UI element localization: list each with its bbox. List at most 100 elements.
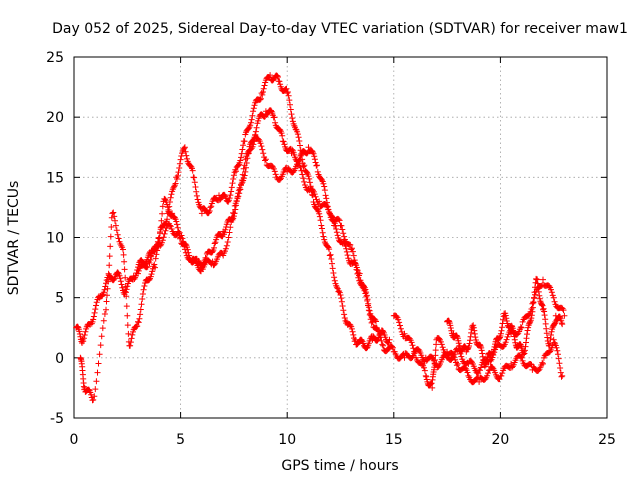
y-tick-label: 25 xyxy=(46,50,64,66)
data-point xyxy=(146,260,153,266)
data-point xyxy=(338,298,345,305)
data-point xyxy=(110,276,117,283)
data-point xyxy=(104,285,111,292)
data-point xyxy=(123,293,130,300)
data-point xyxy=(530,299,537,306)
data-point xyxy=(349,328,356,335)
data-point xyxy=(288,111,295,118)
data-point xyxy=(300,163,307,170)
data-point xyxy=(510,330,517,337)
data-point xyxy=(225,234,232,241)
data-point xyxy=(380,342,387,349)
data-point xyxy=(285,92,292,99)
data-point xyxy=(421,364,427,371)
data-point xyxy=(333,284,340,291)
data-point xyxy=(337,292,344,298)
data-point xyxy=(476,378,483,385)
data-point xyxy=(238,150,245,157)
data-point xyxy=(135,270,141,277)
data-point xyxy=(309,148,316,155)
data-point xyxy=(226,195,233,202)
data-point xyxy=(334,232,341,239)
data-point xyxy=(107,233,114,240)
data-point xyxy=(306,175,313,182)
data-point xyxy=(181,145,188,152)
data-point xyxy=(319,225,325,232)
data-point xyxy=(325,206,332,213)
data-point xyxy=(235,162,242,169)
data-point xyxy=(121,266,128,273)
data-point xyxy=(105,270,112,277)
data-point xyxy=(328,256,335,262)
data-point xyxy=(238,154,244,161)
data-point xyxy=(162,196,168,203)
axis-ticks: 0 5 10 15 20 25 -5 0 5 10 15 20 25 xyxy=(46,50,616,448)
data-point xyxy=(554,347,561,354)
data-point xyxy=(167,194,174,201)
data-point xyxy=(177,156,184,163)
data-point xyxy=(81,332,88,338)
data-point xyxy=(241,138,248,145)
data-point xyxy=(489,364,496,371)
y-tick-label: 15 xyxy=(46,170,64,186)
data-point xyxy=(135,319,142,326)
data-point xyxy=(207,204,214,211)
data-point xyxy=(557,369,564,376)
data-point xyxy=(159,210,166,217)
data-point xyxy=(157,230,163,237)
data-point xyxy=(311,191,318,198)
data-point xyxy=(91,309,98,316)
data-point xyxy=(477,342,484,348)
data-point xyxy=(396,319,403,326)
data-point xyxy=(106,253,113,260)
data-point xyxy=(240,165,247,172)
data-point xyxy=(248,119,254,126)
x-axis-label: GPS time / hours xyxy=(281,458,398,474)
data-point xyxy=(286,97,293,104)
data-point xyxy=(477,364,484,371)
data-point xyxy=(483,359,490,366)
data-point xyxy=(242,156,249,163)
data-point xyxy=(91,393,98,400)
data-point xyxy=(260,150,267,157)
data-point xyxy=(252,128,259,135)
data-point xyxy=(105,278,112,285)
data-point xyxy=(304,169,311,176)
data-point xyxy=(122,283,129,290)
x-tick-label: 25 xyxy=(598,432,616,448)
data-point xyxy=(341,233,348,240)
data-point xyxy=(350,252,357,259)
data-point xyxy=(551,298,558,305)
data-point xyxy=(175,169,182,176)
data-point xyxy=(546,342,553,349)
data-point xyxy=(363,293,370,300)
data-point xyxy=(253,124,260,131)
data-point xyxy=(352,261,359,268)
data-point xyxy=(115,269,122,276)
data-point xyxy=(257,95,264,102)
data-point xyxy=(559,321,566,328)
data-point xyxy=(118,281,125,288)
data-point xyxy=(161,230,168,237)
data-point xyxy=(159,237,166,244)
data-point xyxy=(221,192,228,199)
data-point xyxy=(311,153,318,160)
data-point xyxy=(162,227,169,234)
data-point xyxy=(326,246,333,253)
y-tick-label: 10 xyxy=(46,231,64,247)
y-tick-label: 0 xyxy=(55,351,64,367)
data-point xyxy=(230,210,237,217)
data-point xyxy=(123,286,130,293)
data-point xyxy=(389,344,396,351)
data-point xyxy=(120,251,127,258)
data-point xyxy=(230,176,237,182)
data-point xyxy=(248,116,255,123)
data-point xyxy=(340,230,347,237)
data-point xyxy=(131,276,138,282)
data-point xyxy=(287,101,293,108)
data-point xyxy=(127,339,134,346)
data-point xyxy=(558,373,565,380)
data-point xyxy=(146,276,153,283)
data-point xyxy=(168,191,175,198)
data-point xyxy=(275,74,281,80)
